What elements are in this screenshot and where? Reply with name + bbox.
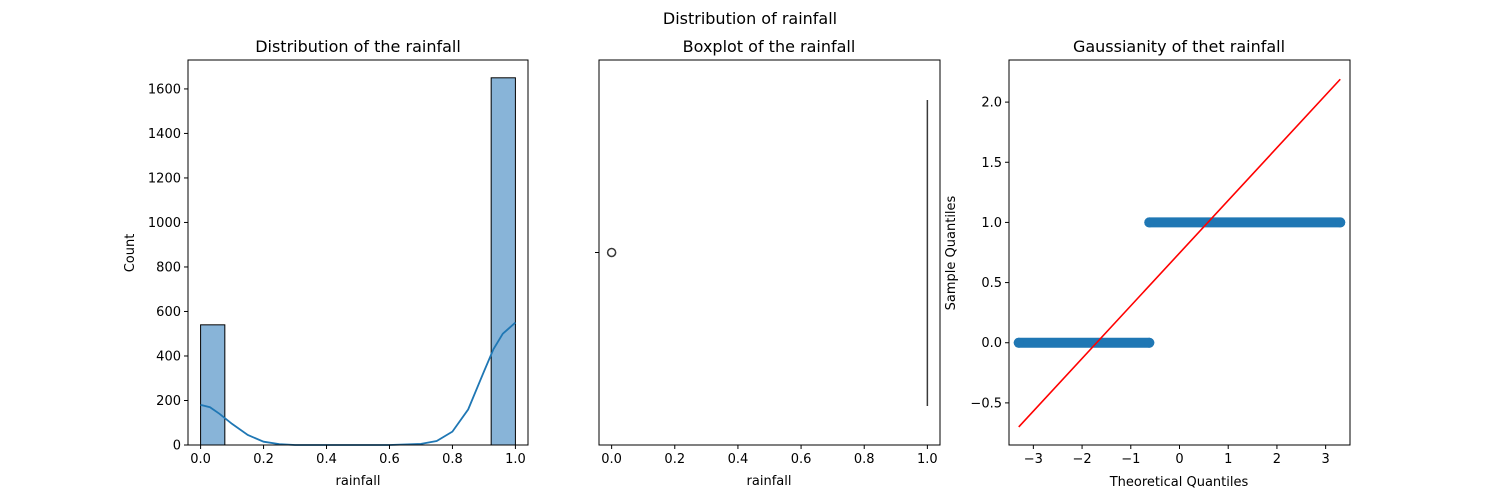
qq-points-high-end: [1144, 217, 1155, 228]
qq-points-high-end: [1335, 217, 1346, 228]
qqplot-frame: [1008, 59, 1351, 446]
histogram-bar: [490, 77, 516, 446]
qqplot-xtick-label: 0: [1175, 452, 1183, 467]
qqplot-subplot: Gaussianity of thet rainfall Theoretical…: [944, 37, 1351, 490]
qqplot-xtick-label: 1: [1224, 452, 1232, 467]
figure-suptitle: Distribution of rainfall: [663, 9, 837, 28]
qqplot-ytick-label: 0.0: [981, 336, 1002, 351]
histogram-xlabel: rainfall: [336, 474, 381, 489]
histogram-ytick-label: 1000: [148, 216, 181, 231]
boxplot-xtick-label: 0.0: [601, 452, 622, 467]
qqplot-xtick-label: 3: [1322, 452, 1330, 467]
kde-curve: [200, 321, 516, 446]
boxplot-outlier: [606, 247, 617, 258]
histogram-ytick-label: 1400: [148, 127, 181, 142]
histogram-ytick-label: 200: [156, 394, 181, 409]
qq-points-low-end: [1144, 337, 1155, 348]
qqplot-xtick-label: −3: [1024, 452, 1043, 467]
histogram-subplot: Distribution of the rainfall rainfall Co…: [123, 37, 529, 489]
qqplot-ytick-label: 1.0: [981, 216, 1002, 231]
histogram-xtick-label: 0.2: [253, 452, 274, 467]
boxplot-xtick-label: 0.6: [791, 452, 812, 467]
boxplot-title: Boxplot of the rainfall: [683, 37, 856, 56]
histogram-xtick-label: 0.4: [316, 452, 337, 467]
histogram-xtick-label: 1.0: [505, 452, 526, 467]
boxplot-xlabel: rainfall: [747, 474, 792, 489]
boxplot-xtick-label: 0.4: [728, 452, 749, 467]
qqplot-xtick-label: −1: [1121, 452, 1140, 467]
qq-points-low-end: [1013, 337, 1024, 348]
histogram-title: Distribution of the rainfall: [255, 37, 461, 56]
qq-reference-line: [1018, 78, 1341, 428]
boxplot-frame: [598, 59, 941, 446]
histogram-ytick-label: 400: [156, 349, 181, 364]
boxplot-xtick-label: 1.0: [917, 452, 938, 467]
histogram-ytick-label: 0: [173, 439, 181, 454]
boxplot-xtick-label: 0.2: [664, 452, 685, 467]
histogram-ylabel: Count: [123, 234, 138, 273]
qqplot-ylabel: Sample Quantiles: [944, 195, 959, 310]
qqplot-xlabel: Theoretical Quantiles: [1109, 475, 1249, 490]
histogram-ytick-label: 600: [156, 305, 181, 320]
histogram-xtick-label: 0.8: [442, 452, 463, 467]
qqplot-ytick-label: 2.0: [981, 96, 1002, 111]
histogram-xtick-label: 0.6: [379, 452, 400, 467]
histogram-ytick-label: 800: [156, 260, 181, 275]
boxplot-subplot: Boxplot of the rainfall rainfall 0.0 0.2 0…: [595, 37, 941, 489]
qqplot-ytick-label: 0.5: [981, 276, 1002, 291]
qqplot-xtick-label: −2: [1072, 452, 1091, 467]
histogram-ytick-label: 1200: [148, 171, 181, 186]
qqplot-xtick-label: 2: [1273, 452, 1281, 467]
qqplot-ytick-label: −0.5: [970, 396, 1002, 411]
boxplot-xtick-label: 0.8: [854, 452, 875, 467]
histogram-bar: [200, 324, 226, 446]
histogram-ytick-label: 1600: [148, 82, 181, 97]
qqplot-title: Gaussianity of thet rainfall: [1073, 37, 1285, 56]
histogram-frame: [187, 59, 529, 446]
histogram-xtick-label: 0.0: [190, 452, 211, 467]
qqplot-ytick-label: 1.5: [981, 156, 1002, 171]
